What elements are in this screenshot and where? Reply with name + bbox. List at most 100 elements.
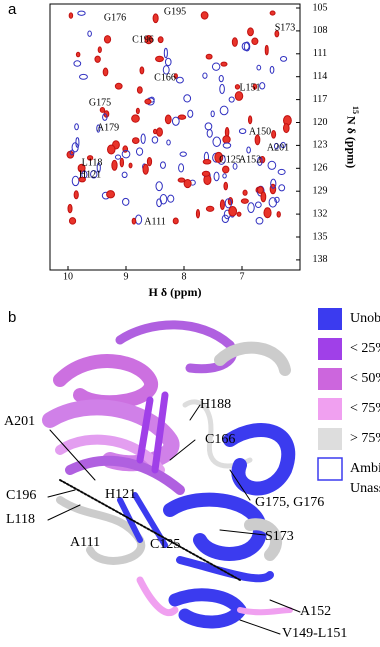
- peak: [128, 162, 133, 169]
- peak-label: H121: [79, 169, 101, 180]
- peak: [142, 163, 149, 175]
- peak: [254, 134, 261, 146]
- peak: [114, 82, 123, 90]
- peak-label: G176: [104, 12, 126, 23]
- peak: [103, 35, 112, 44]
- peak: [205, 53, 213, 60]
- peak: [195, 209, 201, 219]
- peak-label: A111: [144, 216, 165, 227]
- peak: [90, 169, 98, 179]
- peak: [140, 133, 146, 144]
- peak: [274, 30, 280, 38]
- y-tick-label: 111: [313, 48, 327, 59]
- peak: [183, 178, 192, 189]
- peak: [162, 65, 170, 75]
- peak: [75, 51, 81, 58]
- legend-label: Ambiguous /: [350, 461, 380, 476]
- y-tick-label: 117: [313, 94, 328, 105]
- peaks: [66, 10, 292, 225]
- residue-label: C166: [205, 432, 235, 447]
- plot-frame: [49, 3, 301, 271]
- peak-label: L151: [239, 82, 260, 93]
- peak: [68, 217, 77, 225]
- peak: [241, 41, 250, 51]
- peak: [164, 114, 172, 125]
- peak: [252, 83, 258, 90]
- residue-label: H121: [105, 487, 136, 502]
- legend-label: Unassigned: [350, 481, 380, 496]
- peak: [172, 217, 179, 225]
- peak: [264, 44, 269, 56]
- peak: [280, 141, 286, 149]
- y-tick-label: 135: [313, 231, 328, 242]
- peak: [73, 60, 82, 67]
- peak: [131, 114, 140, 123]
- peak: [246, 146, 251, 154]
- peak: [177, 177, 186, 183]
- panel-label: b: [8, 309, 16, 326]
- y-tick-label: 126: [313, 163, 328, 174]
- peak: [122, 197, 130, 206]
- peak: [213, 171, 220, 182]
- peak: [243, 41, 251, 52]
- peak: [144, 34, 153, 45]
- peak: [224, 198, 233, 209]
- peak: [276, 211, 281, 218]
- x-tick-label: 8: [182, 271, 187, 282]
- legend-swatch: [318, 368, 342, 390]
- legend-swatch: [318, 308, 342, 330]
- peak: [139, 66, 145, 75]
- peak: [274, 196, 280, 203]
- peak: [234, 84, 241, 90]
- y-tick-label: 114: [313, 71, 328, 82]
- x-tick-label: 9: [124, 271, 129, 282]
- peak: [282, 123, 290, 134]
- peak: [183, 94, 192, 103]
- y-axis-isotope: 15: [351, 106, 360, 114]
- peak: [218, 74, 224, 83]
- peak-label: A201: [267, 142, 289, 153]
- peak: [135, 107, 140, 115]
- peak: [204, 122, 213, 131]
- peak: [179, 151, 187, 157]
- peak: [155, 55, 164, 63]
- y-tick-label: 108: [313, 25, 328, 36]
- peak-label: A150: [249, 126, 271, 137]
- peak: [131, 137, 140, 144]
- peak: [210, 110, 215, 118]
- y-tick-label: 132: [313, 208, 328, 219]
- peak: [260, 191, 267, 203]
- peak: [234, 91, 244, 101]
- peak: [97, 46, 102, 54]
- peak: [280, 55, 288, 62]
- peak: [219, 105, 229, 116]
- peak: [152, 13, 159, 24]
- residue-label: A201: [4, 414, 35, 429]
- peak: [214, 151, 223, 163]
- peak: [94, 55, 101, 63]
- peak: [119, 157, 125, 168]
- legend-label: Unobservable: [350, 311, 380, 326]
- peak: [228, 96, 235, 103]
- peak-label: G195: [164, 6, 186, 17]
- peak: [78, 176, 86, 183]
- peak: [157, 36, 164, 44]
- peak: [222, 135, 231, 144]
- peak: [269, 10, 276, 16]
- peak: [222, 165, 230, 174]
- peak: [263, 207, 272, 219]
- peak: [201, 170, 211, 177]
- residue-label: H188: [200, 397, 231, 412]
- legend-swatch: [317, 457, 343, 481]
- protein-cartoon: [42, 320, 301, 635]
- peak: [177, 114, 187, 120]
- peak: [159, 193, 168, 205]
- peak: [114, 154, 122, 160]
- peak: [256, 64, 262, 71]
- peak: [270, 178, 277, 189]
- legend-swatch: [318, 428, 342, 450]
- peak-label: C166: [154, 72, 176, 83]
- peak: [232, 163, 238, 170]
- peak: [231, 37, 238, 47]
